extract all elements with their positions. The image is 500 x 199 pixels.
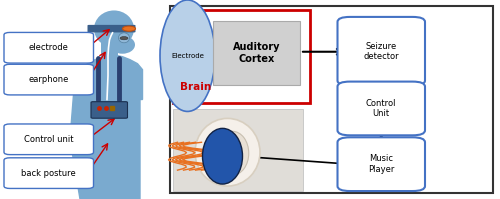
Polygon shape <box>78 56 142 100</box>
FancyBboxPatch shape <box>4 124 94 155</box>
Ellipse shape <box>110 36 135 54</box>
FancyBboxPatch shape <box>172 109 302 191</box>
FancyBboxPatch shape <box>338 137 425 191</box>
Circle shape <box>120 37 128 40</box>
Ellipse shape <box>216 131 249 175</box>
Text: Electrode: Electrode <box>171 53 204 59</box>
FancyBboxPatch shape <box>172 10 310 103</box>
Text: Brain: Brain <box>180 82 211 92</box>
FancyBboxPatch shape <box>338 82 425 135</box>
FancyBboxPatch shape <box>338 17 425 86</box>
Ellipse shape <box>195 118 260 186</box>
Ellipse shape <box>118 33 130 43</box>
Text: back posture: back posture <box>22 169 76 178</box>
Ellipse shape <box>94 10 134 47</box>
Ellipse shape <box>228 142 242 166</box>
FancyBboxPatch shape <box>101 41 118 60</box>
Text: Control
Unit: Control Unit <box>366 99 396 118</box>
Text: Auditory
Cortex: Auditory Cortex <box>232 42 280 63</box>
Ellipse shape <box>202 128 242 184</box>
Text: electrode: electrode <box>29 43 68 52</box>
FancyBboxPatch shape <box>212 21 300 85</box>
Text: Seizure
detector: Seizure detector <box>364 42 399 61</box>
Ellipse shape <box>160 0 215 111</box>
Text: earphone: earphone <box>28 75 69 84</box>
Circle shape <box>122 26 136 31</box>
Polygon shape <box>70 64 140 199</box>
Text: Music
Player: Music Player <box>368 154 394 174</box>
FancyBboxPatch shape <box>91 102 128 118</box>
FancyBboxPatch shape <box>4 64 94 95</box>
FancyBboxPatch shape <box>88 25 136 32</box>
FancyBboxPatch shape <box>4 158 94 188</box>
Text: Control unit: Control unit <box>24 135 74 144</box>
FancyBboxPatch shape <box>4 32 94 63</box>
